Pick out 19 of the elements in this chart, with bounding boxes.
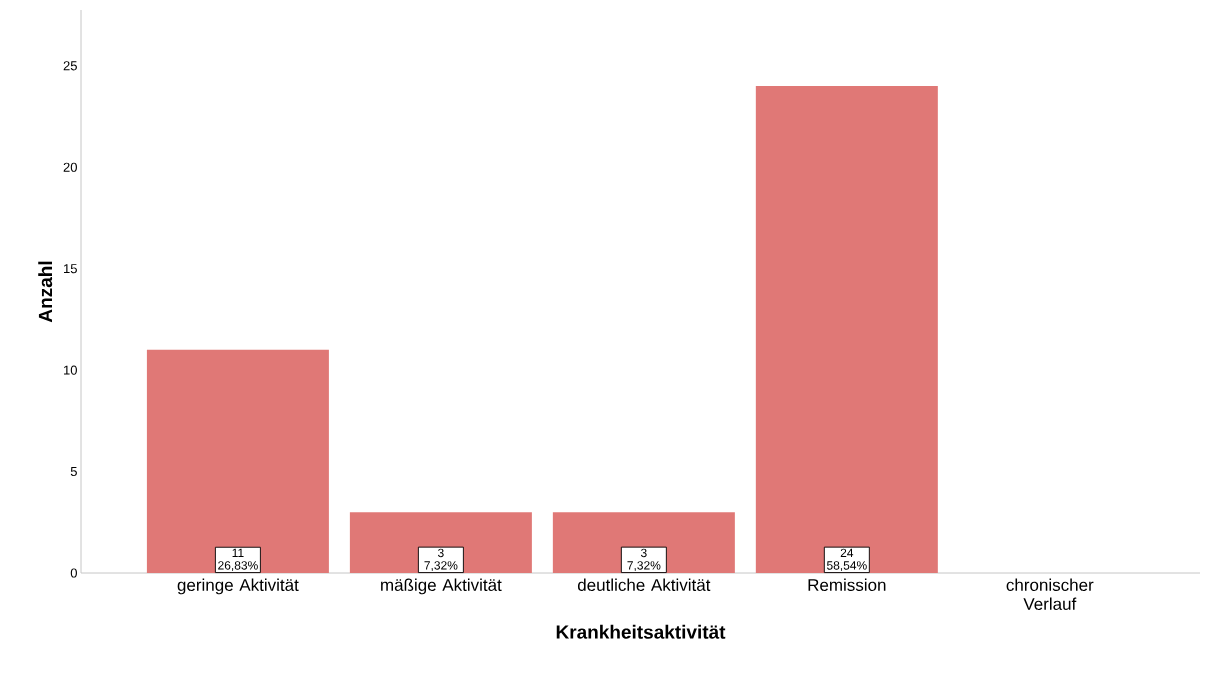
x-axis-title: Krankheitsaktivität [556,624,726,639]
y-tick-label: 0 [70,568,77,578]
data-label: 24 58,54% [826,548,867,572]
y-tick-label: 15 [64,264,77,274]
data-label: 11 26,83% [218,548,258,572]
y-tick-label: 5 [70,467,77,477]
x-tick-label: chronischer Verlauf [1006,578,1094,611]
data-label: 3 7,32% [627,548,661,572]
bar [755,86,938,573]
y-axis-title: Anzahl [38,261,53,323]
x-tick-label: Remission [808,578,886,592]
y-tick-label: 20 [63,162,77,172]
bar [146,349,329,573]
data-label: 3 7,32% [424,548,458,572]
x-tick-label: deutliche Aktivität [577,578,711,592]
x-tick-label: mäßige Aktivität [381,578,502,595]
y-tick-label: 25 [63,61,77,71]
x-tick-label: geringe Aktivität [177,578,299,595]
y-tick-label: 10 [64,365,77,375]
